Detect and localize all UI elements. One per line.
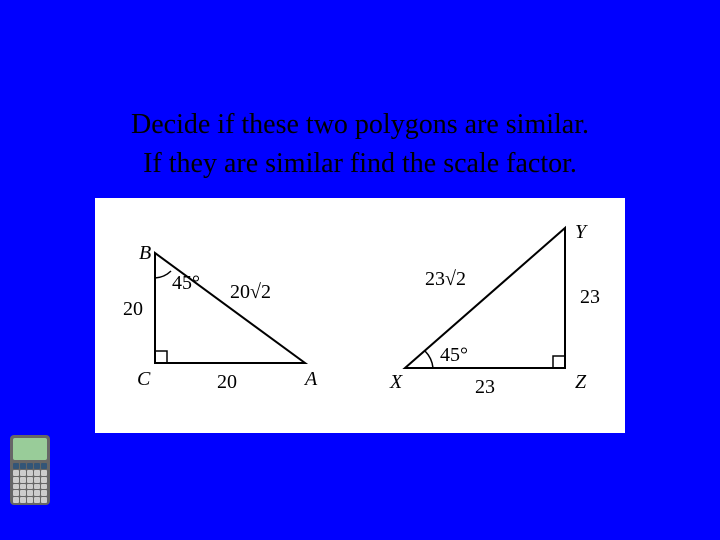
vertex-label-A: A [303, 368, 318, 390]
side-label-XY: 23√2 [425, 268, 466, 290]
vertex-label-Y: Y [575, 223, 588, 243]
calculator-buttons [13, 463, 47, 503]
vertex-label-X: X [389, 371, 403, 393]
side-label-BA: 20√2 [230, 281, 271, 303]
triangle-right: Y Z X 23 23 23√2 45° [385, 223, 615, 418]
vertex-label-B: B [139, 243, 151, 264]
question-block: Decide if these two polygons are similar… [0, 0, 720, 183]
side-label-YZ: 23 [580, 286, 600, 308]
side-label-CA: 20 [217, 371, 237, 393]
angle-label-X: 45° [440, 344, 468, 366]
question-line-1: Decide if these two polygons are similar… [0, 105, 720, 144]
diagram-container: B C A 20 20 20√2 45° Y Z X 23 23 23√2 [95, 198, 625, 433]
angle-label-B: 45° [172, 272, 200, 294]
calculator-screen [13, 438, 47, 460]
side-label-BC: 20 [123, 298, 143, 320]
calculator-icon [10, 435, 50, 505]
side-label-XZ: 23 [475, 376, 495, 398]
vertex-label-C: C [137, 368, 151, 390]
question-line-2: If they are similar find the scale facto… [0, 144, 720, 183]
triangle-left: B C A 20 20 20√2 45° [115, 243, 355, 423]
vertex-label-Z: Z [575, 371, 587, 393]
